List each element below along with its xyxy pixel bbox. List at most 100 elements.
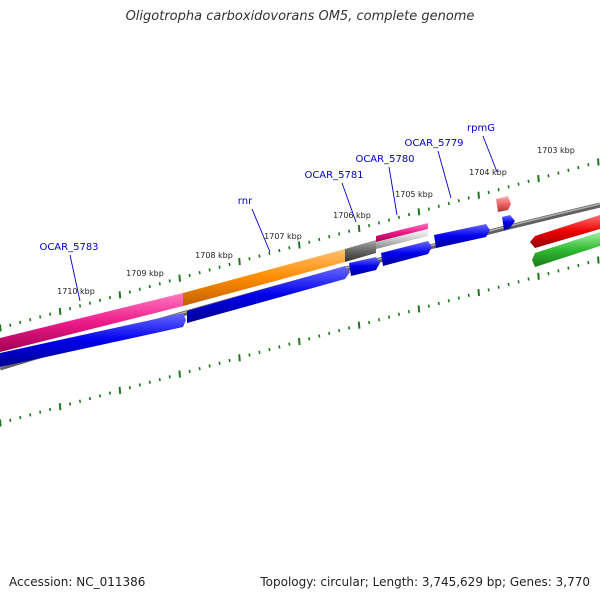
minor-tick — [198, 271, 201, 275]
minor-tick — [158, 282, 161, 286]
major-tick — [298, 241, 301, 249]
scale-label: 1707 kbp — [264, 232, 302, 241]
minor-tick — [29, 318, 32, 322]
minor-tick — [507, 282, 510, 287]
major-tick — [537, 272, 540, 280]
minor-tick — [248, 353, 251, 357]
gene-leader-line — [482, 135, 498, 173]
minor-tick — [457, 199, 460, 203]
minor-tick — [577, 263, 580, 268]
major-tick — [537, 175, 540, 183]
minor-tick — [268, 347, 271, 352]
minor-tick — [19, 320, 22, 325]
minor-tick — [367, 223, 371, 228]
minor-tick — [487, 288, 490, 292]
gene-feature-gray — [345, 240, 376, 262]
minor-tick — [258, 254, 261, 258]
minor-tick — [587, 261, 590, 265]
gene-leader-line — [437, 150, 452, 199]
minor-tick — [288, 342, 291, 346]
minor-tick — [228, 358, 231, 363]
minor-tick — [387, 315, 391, 319]
major-tick — [0, 324, 2, 332]
minor-tick — [318, 237, 321, 242]
cds-feature — [349, 257, 380, 276]
minor-tick — [377, 318, 381, 322]
minor-tick — [497, 285, 500, 289]
minor-tick — [218, 265, 221, 269]
minor-tick — [188, 273, 191, 278]
gene-label: rpmG — [467, 123, 495, 134]
minor-tick — [268, 251, 271, 255]
minor-tick — [407, 212, 411, 217]
gene-leader-line — [388, 166, 398, 216]
minor-tick — [39, 410, 42, 414]
scale-label: 1703 kbp — [537, 146, 575, 155]
minor-tick — [567, 266, 570, 270]
minor-tick — [168, 279, 171, 283]
gene-label: OCAR_5780 — [355, 154, 414, 165]
major-tick — [178, 274, 181, 282]
major-tick — [58, 403, 62, 411]
scale-label: 1708 kbp — [195, 251, 233, 260]
minor-tick — [527, 179, 530, 184]
inner-scale-track — [0, 256, 600, 427]
major-tick — [238, 354, 241, 362]
map-title: Oligotropha carboxidovorans OM5, complet… — [125, 9, 475, 24]
minor-tick — [547, 271, 550, 276]
gene-feature-pink-short — [376, 223, 428, 242]
minor-tick — [138, 287, 141, 291]
major-tick — [118, 386, 122, 394]
major-tick — [597, 158, 600, 166]
gene-feature-orange — [183, 249, 345, 306]
minor-tick — [158, 377, 161, 382]
major-tick — [178, 370, 181, 378]
cds-feature — [381, 241, 432, 266]
minor-tick — [527, 277, 530, 281]
major-tick — [417, 208, 421, 216]
minor-tick — [138, 383, 141, 387]
major-tick — [417, 305, 421, 313]
minor-tick — [288, 246, 291, 250]
minor-tick — [507, 185, 510, 189]
minor-tick — [9, 418, 12, 422]
minor-tick — [467, 293, 470, 297]
minor-tick — [198, 367, 201, 371]
outer-scale-track — [0, 158, 600, 332]
cds-feature — [502, 215, 515, 230]
minor-tick — [98, 394, 102, 398]
gene-leader-line — [69, 254, 81, 302]
minor-tick — [497, 188, 500, 192]
major-tick — [477, 289, 480, 297]
minor-tick — [208, 268, 211, 272]
minor-tick — [547, 174, 550, 178]
minor-tick — [328, 331, 331, 336]
minor-tick — [377, 221, 381, 225]
major-tick — [477, 191, 480, 199]
scale-label: 1705 kbp — [395, 190, 433, 199]
minor-tick — [567, 168, 570, 172]
minor-tick — [188, 369, 191, 374]
minor-tick — [29, 413, 32, 417]
gene-feature-salmon — [496, 196, 511, 212]
cds-feature — [187, 266, 350, 323]
major-tick — [357, 321, 361, 329]
gene-label: OCAR_5781 — [304, 170, 363, 181]
minor-tick — [407, 309, 411, 314]
minor-tick — [148, 380, 151, 384]
major-tick — [58, 307, 62, 315]
genome-info-text: Topology: circular; Length: 3,745,629 bp… — [260, 575, 590, 589]
minor-tick — [467, 196, 470, 200]
major-tick — [238, 258, 241, 266]
minor-tick — [557, 171, 560, 175]
minor-tick — [228, 262, 231, 267]
scale-label: 1709 kbp — [126, 269, 164, 278]
major-tick — [118, 291, 122, 299]
cds-feature — [434, 224, 490, 248]
minor-tick — [128, 290, 131, 294]
minor-tick — [208, 364, 211, 368]
major-tick — [298, 337, 301, 346]
minor-tick — [108, 391, 112, 395]
scale-label: 1710 kbp — [57, 287, 95, 296]
minor-tick — [457, 296, 460, 300]
